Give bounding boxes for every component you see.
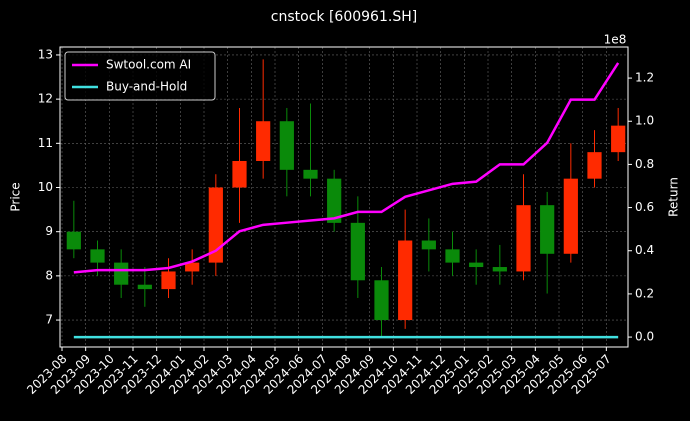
y2-axis-label: Return [667,177,681,217]
candle-body [256,121,271,161]
legend: Swtool.com AI Buy-and-Hold [64,51,216,101]
y-axis-label: Price [9,182,23,211]
candle-body [232,160,247,188]
y-tick-label: 8 [45,268,53,282]
y2-tick-label: 0.0 [635,330,654,344]
candle-body [161,271,176,290]
candle-body [350,222,365,281]
candle-body [516,205,531,272]
candle-body [611,125,626,153]
candle-body [421,240,436,250]
y2-tick-label: 0.6 [635,200,654,214]
candle-body [279,121,294,170]
candle-body [208,187,223,263]
candle-body [303,169,318,179]
candle-body [563,178,578,254]
candle-body [492,267,507,272]
candle-body [90,249,105,263]
candle-body [398,240,413,321]
y2-tick-label: 0.4 [635,243,654,257]
y-tick-label: 13 [38,47,53,61]
legend-label: Buy-and-Hold [106,80,187,94]
y-tick-label: 12 [38,92,53,106]
legend-label: Swtool.com AI [106,58,191,72]
candle-body [185,262,200,272]
candle-body [327,178,342,223]
series-line [73,62,620,274]
y2-tick-label: 0.2 [635,286,654,300]
y2-offset-label: 1e8 [604,33,627,47]
y-tick-label: 7 [45,313,53,327]
y2-tick-label: 0.8 [635,157,654,171]
candle-body [66,231,81,250]
y-tick-label: 11 [38,136,53,150]
candle-body [469,262,484,268]
y-tick-label: 9 [45,224,53,238]
candle-body [445,249,460,263]
y2-tick-label: 1.0 [635,114,654,128]
y2-tick-label: 1.2 [635,71,654,85]
chart-title: cnstock [600961.SH] [271,9,417,25]
candle-body [374,280,389,321]
candle-body [540,205,555,254]
legend-box [64,51,216,101]
candle-body [137,284,152,290]
plot-frame [59,46,629,348]
candle-body [114,262,129,285]
y-tick-label: 10 [38,180,53,194]
candle-body [587,152,602,179]
